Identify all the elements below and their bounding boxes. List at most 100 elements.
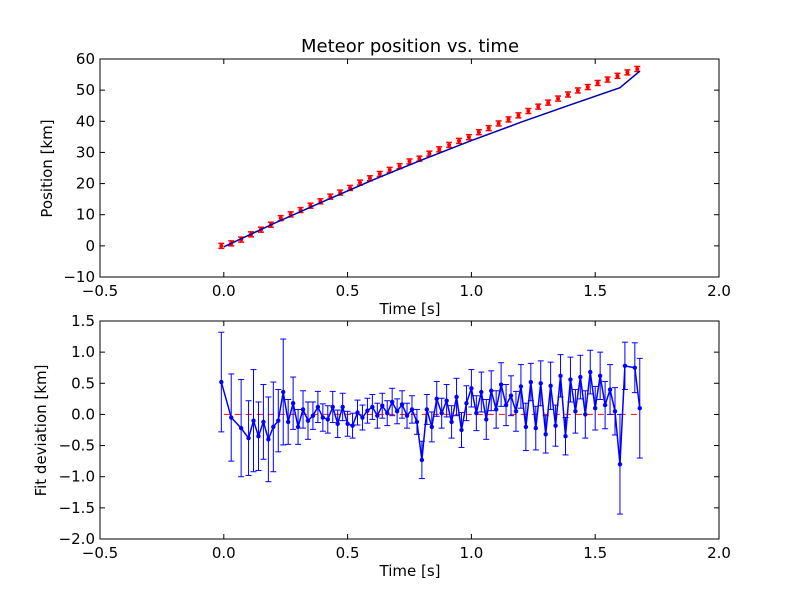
- data-point: [459, 427, 464, 433]
- y-axis-label: Fit deviation [km]: [32, 365, 50, 497]
- data-point: [365, 408, 370, 413]
- data-point: [607, 387, 613, 392]
- data-point: [585, 85, 590, 90]
- data-point: [397, 164, 402, 169]
- data-point: [290, 401, 296, 406]
- data-point: [429, 424, 434, 430]
- data-point: [330, 404, 335, 410]
- data-point: [597, 373, 603, 379]
- data-point: [523, 424, 529, 430]
- data-point: [632, 365, 638, 370]
- data-point: [295, 424, 301, 430]
- data-point: [528, 379, 534, 385]
- y-tick-label: 60: [76, 50, 95, 68]
- x-tick-label: 1.5: [583, 544, 607, 562]
- x-tick-label: 2.0: [707, 282, 731, 300]
- data-point: [407, 159, 412, 164]
- x-tick-label: 2.0: [707, 544, 731, 562]
- data-point: [575, 88, 580, 93]
- y-tick-label: −2.0: [59, 530, 95, 548]
- data-point: [399, 402, 405, 407]
- data-point: [516, 113, 521, 118]
- y-tick-label: 40: [76, 112, 95, 130]
- data-point: [300, 407, 306, 412]
- data-point: [538, 381, 543, 386]
- data-point: [474, 410, 479, 416]
- data-point: [615, 73, 620, 78]
- position-plot-area: −0.5 0.0 0.5 1.0 1.5 2.0 −10 0 10 20 30 40 50 60: [63, 50, 731, 300]
- data-point: [503, 402, 509, 408]
- data-point: [622, 363, 628, 369]
- data-point: [553, 423, 558, 428]
- data-point: [229, 415, 234, 420]
- data-point: [367, 176, 372, 181]
- data-point: [444, 398, 449, 403]
- data-point: [565, 92, 570, 97]
- data-point: [457, 138, 462, 143]
- x-tick-label: 0.5: [336, 544, 360, 562]
- data-point: [533, 425, 538, 431]
- y-axis-label: Position [km]: [38, 119, 56, 217]
- data-point: [546, 100, 551, 105]
- data-point: [625, 70, 630, 75]
- data-point: [573, 409, 578, 414]
- data-point: [380, 403, 385, 408]
- data-point: [437, 147, 442, 152]
- data-point: [417, 156, 422, 161]
- x-tick-label: −0.5: [82, 282, 118, 300]
- data-point: [424, 407, 430, 412]
- axes-frame: [99, 320, 720, 540]
- data-point: [325, 417, 330, 422]
- data-point: [394, 409, 400, 414]
- data-point: [419, 457, 425, 463]
- x-tick-label: 0.0: [212, 282, 236, 300]
- data-point: [385, 410, 390, 416]
- data-point: [518, 384, 524, 389]
- x-axis-label: Time [s]: [379, 300, 441, 318]
- data-point: [578, 374, 583, 380]
- data-point: [493, 407, 499, 412]
- data-point: [389, 399, 395, 405]
- data-point: [219, 243, 224, 248]
- data-point: [486, 126, 491, 131]
- data-point: [427, 151, 432, 156]
- data-point: [454, 394, 459, 400]
- chart-title: Meteor position vs. time: [301, 36, 519, 57]
- data-point: [593, 406, 598, 411]
- data-point: [513, 409, 519, 414]
- data-point: [563, 434, 568, 439]
- data-point: [355, 410, 360, 415]
- x-tick-label: 1.5: [583, 282, 607, 300]
- data-point: [605, 77, 610, 82]
- data-point: [310, 413, 316, 418]
- data-point: [370, 404, 375, 410]
- data-point: [387, 167, 392, 172]
- y-tick-label: −10: [63, 268, 95, 286]
- data-point: [256, 434, 261, 439]
- data-point: [261, 419, 266, 425]
- data-point: [635, 66, 640, 71]
- data-point: [271, 424, 276, 430]
- data-point: [434, 396, 439, 402]
- data-point: [281, 389, 286, 395]
- x-tick-label: 1.0: [459, 544, 483, 562]
- data-point: [278, 216, 283, 221]
- data-point: [285, 419, 291, 425]
- x-tick-label: 1.0: [459, 282, 483, 300]
- data-point: [489, 388, 494, 393]
- y-tick-label: 10: [76, 206, 95, 224]
- data-point: [377, 171, 382, 176]
- data-point: [409, 407, 415, 412]
- data-point: [305, 418, 311, 423]
- data-point: [583, 412, 588, 417]
- data-point: [335, 421, 340, 426]
- data-point: [479, 389, 484, 395]
- data-point: [447, 142, 452, 147]
- data-point: [617, 462, 623, 467]
- data-point: [350, 423, 355, 428]
- data-point: [449, 419, 454, 425]
- data-point: [595, 80, 600, 85]
- data-point: [219, 379, 224, 385]
- data-point: [498, 382, 504, 387]
